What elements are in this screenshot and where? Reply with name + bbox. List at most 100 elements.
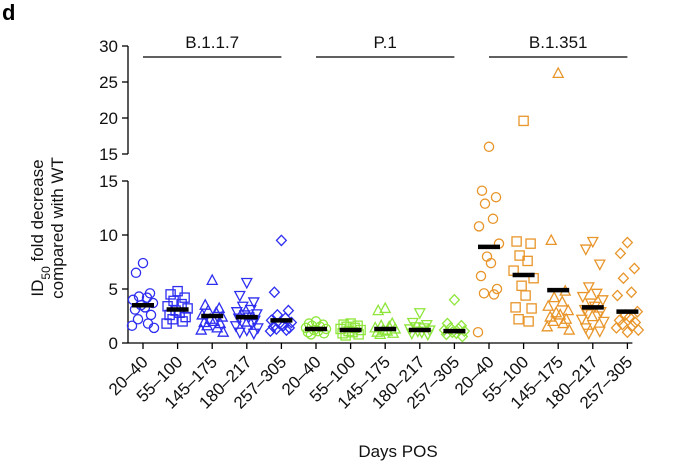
data-point-triangle-down [590, 288, 603, 301]
data-point-circle [487, 213, 499, 225]
y-lower-tick-label: 5 [109, 280, 118, 299]
data-point-diamond [628, 262, 641, 275]
data-point-triangle-up [562, 303, 575, 316]
data-point-triangle-down [230, 307, 243, 319]
data-point-diamond [267, 320, 280, 333]
data-point-circle [476, 185, 488, 196]
data-point-triangle-up [556, 295, 569, 307]
data-point-triangle-up [372, 303, 385, 316]
data-point-square [161, 318, 172, 329]
data-point-circle [491, 283, 503, 295]
data-point-diamond [438, 324, 451, 337]
data-point-diamond [610, 321, 623, 334]
data-point-triangle-up [545, 233, 558, 246]
data-point-triangle-down [413, 308, 426, 320]
data-point-triangle-up [206, 273, 219, 286]
data-point-triangle-up [542, 299, 555, 311]
data-point-circle [478, 288, 490, 299]
data-point-triangle-up [541, 320, 554, 332]
y-lower-tick-label: 0 [109, 334, 118, 353]
data-point-triangle-down [233, 327, 246, 339]
data-point-square [523, 316, 534, 327]
data-point-diamond [623, 311, 636, 324]
data-point-triangle-down [251, 323, 264, 335]
data-point-diamond [448, 293, 461, 306]
data-point-square [518, 115, 529, 127]
x-axis-title: Days POS [358, 442, 437, 461]
data-point-triangle-up [208, 314, 221, 327]
data-point-diamond [268, 286, 281, 299]
data-point-triangle-down [247, 297, 260, 309]
y-title-rest: fold decrease [28, 159, 47, 266]
y-upper-tick-label: 15 [99, 145, 118, 164]
data-point-triangle-up [374, 327, 387, 340]
panel-letter: d [2, 0, 15, 25]
data-point-triangle-down [233, 290, 246, 303]
data-point-triangle-down [582, 328, 595, 341]
y-axis-title-line1: ID50 fold decrease [28, 159, 53, 296]
data-point-square [516, 280, 527, 292]
data-point-triangle-down [575, 314, 588, 327]
data-point-triangle-down [582, 282, 595, 294]
group-label: P.1 [374, 33, 397, 52]
data-point-diamond [270, 322, 283, 335]
data-point-diamond [621, 236, 634, 249]
data-point-square [172, 285, 183, 297]
data-point-circle [130, 267, 142, 279]
data-point-triangle-down [576, 291, 589, 304]
data-point-diamond [264, 325, 277, 338]
data-point-circle [488, 289, 500, 300]
y-upper-tick-label: 20 [99, 109, 118, 128]
data-point-triangle-up [371, 325, 384, 337]
data-point-circle [148, 322, 160, 334]
data-point-square [165, 289, 176, 300]
data-point-circle [132, 313, 144, 325]
group-labels: B.1.1.7 P.1 B.1.351 [143, 33, 628, 58]
axes: 0 5 10 15 15 20 25 30 [99, 37, 633, 353]
y-lower-tick-label: 15 [99, 172, 118, 191]
data-point-triangle-up [217, 325, 230, 337]
data-point-triangle-down [581, 309, 594, 321]
data-point-circle [490, 191, 502, 203]
data-points [126, 66, 645, 343]
data-point-circle [126, 320, 138, 331]
y-axis-title-line2: compared with WT [48, 157, 67, 299]
y-axis-title: ID50 fold decrease compared with WT [28, 157, 67, 299]
data-point-triangle-up [211, 321, 224, 333]
data-point-circle [145, 309, 157, 321]
data-point-triangle-down [240, 277, 253, 290]
data-point-triangle-down [579, 323, 592, 335]
data-point-triangle-up [547, 314, 560, 327]
data-point-diamond [614, 247, 627, 260]
data-point-triangle-up [379, 301, 392, 314]
data-point-triangle-down [586, 236, 599, 249]
y-lower-tick-label: 10 [99, 226, 118, 245]
data-point-triangle-up [201, 318, 214, 331]
data-point-square [511, 236, 522, 247]
data-point-diamond [611, 289, 624, 302]
data-point-triangle-up [548, 290, 561, 303]
data-point-triangle-down [597, 316, 610, 329]
data-point-triangle-up [554, 308, 567, 320]
data-point-square [177, 316, 188, 327]
y-upper-tick-label: 30 [99, 37, 118, 56]
data-point-circle [485, 257, 497, 269]
data-point-diamond [625, 286, 638, 299]
data-point-triangle-down [236, 301, 249, 314]
data-point-diamond [452, 322, 465, 335]
data-point-circle [472, 326, 484, 338]
data-point-diamond [626, 319, 639, 332]
data-point-circle [141, 292, 153, 303]
data-point-square [179, 292, 190, 303]
data-point-diamond [621, 326, 634, 339]
data-point-circle [483, 141, 495, 153]
data-point-triangle-up [552, 66, 565, 79]
y-title-id: ID [28, 280, 47, 297]
data-point-square [526, 303, 537, 314]
data-point-circle [479, 198, 491, 209]
data-point-square [514, 250, 525, 261]
data-point-square [520, 290, 531, 301]
data-point-triangle-down [420, 319, 433, 332]
data-point-triangle-down [596, 295, 609, 307]
